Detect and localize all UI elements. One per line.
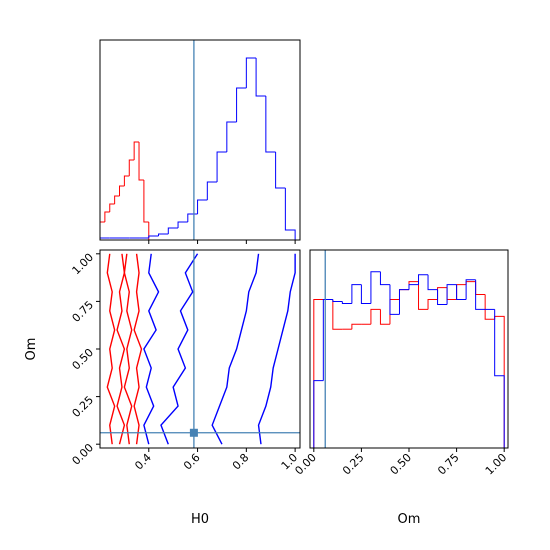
- hist-step: [332, 299, 343, 330]
- hist-step: [494, 315, 505, 448]
- hist-step: [427, 299, 438, 310]
- x-tick-label: 1.00: [483, 451, 510, 478]
- hist-step: [465, 281, 476, 285]
- hist-step: [389, 284, 400, 315]
- y-tick-label: 0.50: [70, 346, 97, 373]
- hist-step: [398, 289, 409, 300]
- y-tick-label: 1.00: [70, 251, 97, 278]
- hist-step: [104, 211, 110, 222]
- hist-step: [341, 301, 352, 304]
- plot-area: [313, 271, 505, 448]
- x-axis-label: H0: [191, 512, 209, 527]
- hist-step: [114, 195, 120, 204]
- hist-step: [408, 284, 419, 290]
- hist-step: [275, 152, 286, 189]
- hist-step: [109, 203, 115, 212]
- hist-step: [484, 294, 495, 320]
- x-tick-label: 0.4: [132, 451, 154, 473]
- hist-step: [226, 121, 237, 152]
- hist-step: [456, 284, 467, 300]
- y-axis-label: Om: [24, 338, 39, 361]
- hist-step: [427, 274, 438, 291]
- hist-step: [119, 185, 125, 196]
- hist-step: [370, 308, 381, 325]
- contour-line: [116, 253, 126, 445]
- plot-area: [100, 57, 296, 240]
- x-tick-label: 0.50: [388, 451, 415, 478]
- hist-step: [245, 57, 257, 88]
- x-tick-label: 0.75: [435, 451, 462, 478]
- hist-step: [133, 141, 140, 160]
- contour-line: [257, 253, 296, 445]
- hist-step: [148, 235, 159, 238]
- hist-step: [100, 237, 110, 240]
- hist-step: [322, 299, 333, 381]
- hist-step: [216, 151, 227, 182]
- hist-step: [389, 299, 400, 325]
- hist-step: [379, 271, 390, 286]
- x-axis-label: Om: [398, 512, 421, 527]
- hist-step: [143, 180, 149, 223]
- hist-step: [265, 96, 276, 153]
- hist-step: [437, 289, 448, 305]
- hist-step: [332, 299, 343, 302]
- hist-step: [177, 221, 188, 228]
- contour-line: [106, 253, 116, 445]
- hist-step: [418, 281, 429, 310]
- hist-step: [255, 58, 266, 97]
- hist-step: [158, 233, 169, 236]
- x-tick-label: 0.25: [340, 451, 367, 478]
- y-tick-label: 0.00: [70, 441, 97, 468]
- hist-step: [351, 284, 362, 304]
- contour-line: [211, 253, 260, 445]
- truth-point: [189, 428, 198, 437]
- hist-step: [465, 279, 476, 300]
- hist-step: [148, 222, 154, 240]
- axes-frame: [99, 249, 301, 449]
- y-tick-label: 0.25: [70, 394, 97, 421]
- contour-line: [133, 253, 143, 445]
- hist-step: [398, 289, 409, 315]
- hist-step: [418, 274, 429, 285]
- contour-line: [123, 253, 133, 445]
- x-tick-label: 0.00: [292, 451, 319, 478]
- hist-step: [360, 284, 371, 304]
- hist-step: [475, 281, 486, 296]
- hist-step: [437, 287, 448, 300]
- contour-line: [160, 253, 199, 445]
- x-tick-label: 0.8: [230, 451, 252, 473]
- hist-step: [197, 199, 208, 214]
- hist-step: [494, 309, 505, 448]
- hist-step: [100, 221, 105, 240]
- hist-step: [313, 299, 324, 448]
- hist-step: [313, 380, 324, 448]
- hist-step: [284, 188, 296, 240]
- hist-step: [370, 271, 381, 304]
- hist-step: [123, 175, 130, 186]
- hist-step: [475, 279, 486, 310]
- hist-step: [379, 309, 390, 325]
- y-tick-label: 0.75: [70, 298, 97, 325]
- hist-step: [187, 213, 198, 222]
- hist-step: [138, 142, 144, 181]
- plot-area: [106, 253, 296, 445]
- hist-step: [128, 159, 135, 176]
- hist-step: [446, 287, 457, 300]
- hist-step: [408, 281, 419, 290]
- hist-step: [236, 87, 247, 122]
- hist-step: [446, 284, 457, 305]
- axes-frame: [309, 249, 509, 449]
- hist-step: [351, 323, 362, 330]
- contour-line: [143, 253, 160, 445]
- hist-step: [206, 181, 218, 200]
- axes-frame: [99, 39, 301, 241]
- hist-step: [167, 227, 179, 234]
- hist-step: [456, 284, 467, 300]
- x-tick-label: 0.6: [181, 451, 203, 473]
